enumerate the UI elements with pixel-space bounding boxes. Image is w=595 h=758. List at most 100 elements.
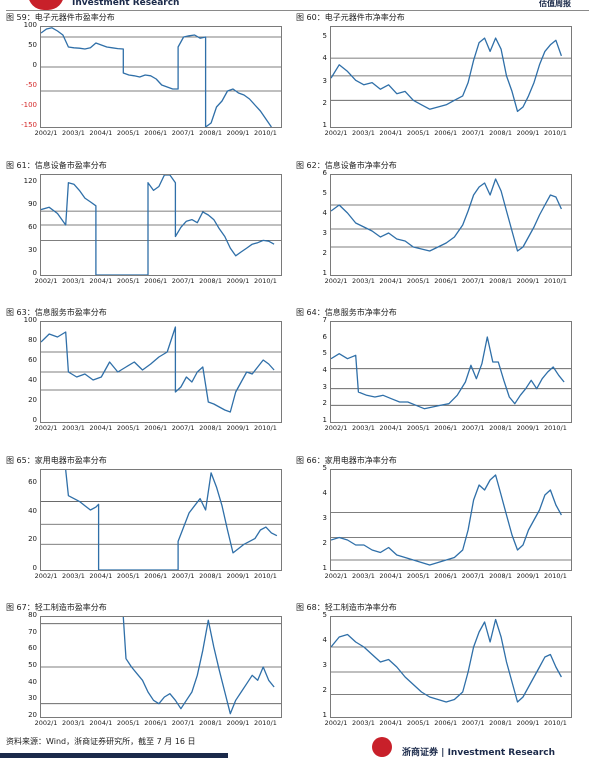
x-tick-label: 2008/1 [199, 572, 222, 580]
y-tick-label: 6 [322, 332, 327, 341]
x-tick-label: 2003/1 [351, 719, 375, 727]
chart-title: 图 60：电子元器件市净率分布 [296, 13, 405, 22]
x-tick-label: 2005/1 [406, 277, 430, 285]
x-tick-label: 2003/1 [61, 277, 85, 285]
y-tick-label: 40 [28, 677, 37, 686]
x-tick-label: 2007/1 [171, 424, 195, 432]
y-tick-label: 70 [28, 627, 37, 636]
x-tick-label: 2010/1 [543, 572, 567, 580]
footer-brand-en: Investment Research [447, 748, 556, 758]
chart-title: 图 65：家用电器市盈率分布 [6, 456, 107, 465]
y-tick-label: 2 [322, 539, 327, 547]
chart-plot-area [330, 174, 572, 276]
x-tick-label: 2006/1 [434, 277, 458, 285]
chart-svg [41, 27, 281, 127]
series-line [331, 37, 563, 113]
x-tick-label: 2003/1 [61, 129, 85, 137]
y-tick-label: 3 [322, 661, 327, 669]
x-tick-label: 2002/1 [34, 572, 58, 580]
x-tick-label: 2004/1 [379, 424, 403, 432]
x-tick-label: 2008/1 [199, 277, 222, 285]
report-type: 估值周报 [539, 0, 571, 8]
y-tick-label: 3 [322, 76, 327, 85]
page-footer: 浙商证券 | Investment Research [0, 737, 595, 758]
footer-brand: 浙商证券 | Investment Research [402, 748, 556, 758]
y-tick-label: -100 [21, 101, 37, 109]
x-tick-label: 2009/1 [226, 424, 250, 432]
x-tick-label: 2002/1 [324, 719, 348, 727]
y-tick-label: 5 [322, 189, 327, 197]
x-tick-label: 2004/1 [89, 572, 113, 580]
x-tick-label: 2008/1 [489, 424, 512, 432]
chart-plot-area [40, 174, 282, 276]
x-tick-label: 2009/1 [226, 129, 250, 137]
y-tick-label: 40 [28, 506, 37, 515]
x-tick-label: 2003/1 [351, 572, 375, 580]
source-note: 资料来源：Wind，浙商证券研究所，截至 7 月 16 日 [6, 737, 196, 746]
y-tick-label: 3 [322, 229, 327, 237]
y-tick-label: 0 [32, 61, 37, 69]
y-tick-label: 1 [322, 711, 327, 719]
y-tick-label: 1 [322, 269, 327, 277]
x-tick-label: 2007/1 [171, 129, 195, 137]
x-tick-label: 2008/1 [489, 719, 512, 727]
chart-title: 图 61：信息设备市盈率分布 [6, 161, 107, 170]
y-tick-label: 4 [322, 366, 327, 374]
y-tick-label: 1 [322, 416, 327, 424]
y-tick-label: -50 [25, 81, 37, 89]
x-tick-label: 2008/1 [489, 129, 512, 137]
x-tick-label: 2007/1 [461, 424, 485, 432]
chart-plot-area [40, 616, 282, 718]
x-tick-label: 2002/1 [324, 572, 348, 580]
y-tick-label: 1 [322, 121, 327, 129]
x-tick-label: 2006/1 [434, 129, 458, 137]
y-tick-label: 60 [28, 478, 37, 487]
x-tick-label: 2002/1 [324, 424, 348, 432]
y-tick-label: 30 [28, 245, 37, 254]
x-tick-label: 2006/1 [144, 719, 168, 727]
series-line [41, 326, 275, 413]
x-tick-label: 2005/1 [116, 424, 140, 432]
x-tick-label: 2003/1 [61, 424, 85, 432]
y-tick-label: 3 [322, 514, 327, 522]
x-tick-label: 2003/1 [61, 719, 85, 727]
y-tick-label: -150 [21, 121, 37, 129]
y-tick-label: 60 [28, 356, 37, 364]
y-tick-label: 0 [32, 416, 37, 424]
y-tick-label: 1 [322, 564, 327, 572]
x-tick-label: 2006/1 [144, 572, 168, 580]
y-tick-label: 5 [322, 32, 327, 41]
chart-title: 图 59：电子元器件市盈率分布 [6, 13, 115, 22]
x-tick-label: 2007/1 [171, 572, 195, 580]
x-tick-label: 2003/1 [351, 424, 375, 432]
y-tick-label: 120 [23, 176, 37, 185]
chart-svg [41, 617, 281, 715]
x-tick-label: 2009/1 [516, 424, 540, 432]
y-tick-label: 6 [322, 169, 327, 177]
x-tick-label: 2009/1 [516, 572, 540, 580]
x-tick-label: 2007/1 [171, 277, 195, 285]
y-tick-label: 4 [322, 636, 327, 644]
x-tick-label: 2004/1 [379, 572, 403, 580]
x-tick-label: 2004/1 [89, 424, 113, 432]
x-tick-label: 2005/1 [116, 572, 140, 580]
y-tick-label: 4 [322, 489, 327, 497]
brand-logo [28, 0, 64, 10]
x-tick-label: 2007/1 [461, 572, 485, 580]
y-tick-label: 100 [23, 21, 37, 29]
chart-plot-area [330, 616, 572, 718]
x-tick-label: 2008/1 [199, 719, 222, 727]
x-tick-label: 2005/1 [406, 129, 430, 137]
series-line [331, 618, 562, 703]
x-tick-label: 2004/1 [89, 129, 113, 137]
y-tick-label: 0 [32, 564, 37, 572]
x-tick-label: 2009/1 [516, 719, 540, 727]
chart-plot-area [330, 469, 572, 571]
y-tick-label: 20 [28, 711, 37, 719]
x-tick-label: 2009/1 [516, 277, 540, 285]
x-tick-label: 2004/1 [379, 129, 403, 137]
x-tick-label: 2006/1 [144, 129, 168, 137]
y-tick-label: 40 [28, 376, 37, 384]
series-line [331, 336, 565, 410]
chart-plot-area [330, 26, 572, 128]
